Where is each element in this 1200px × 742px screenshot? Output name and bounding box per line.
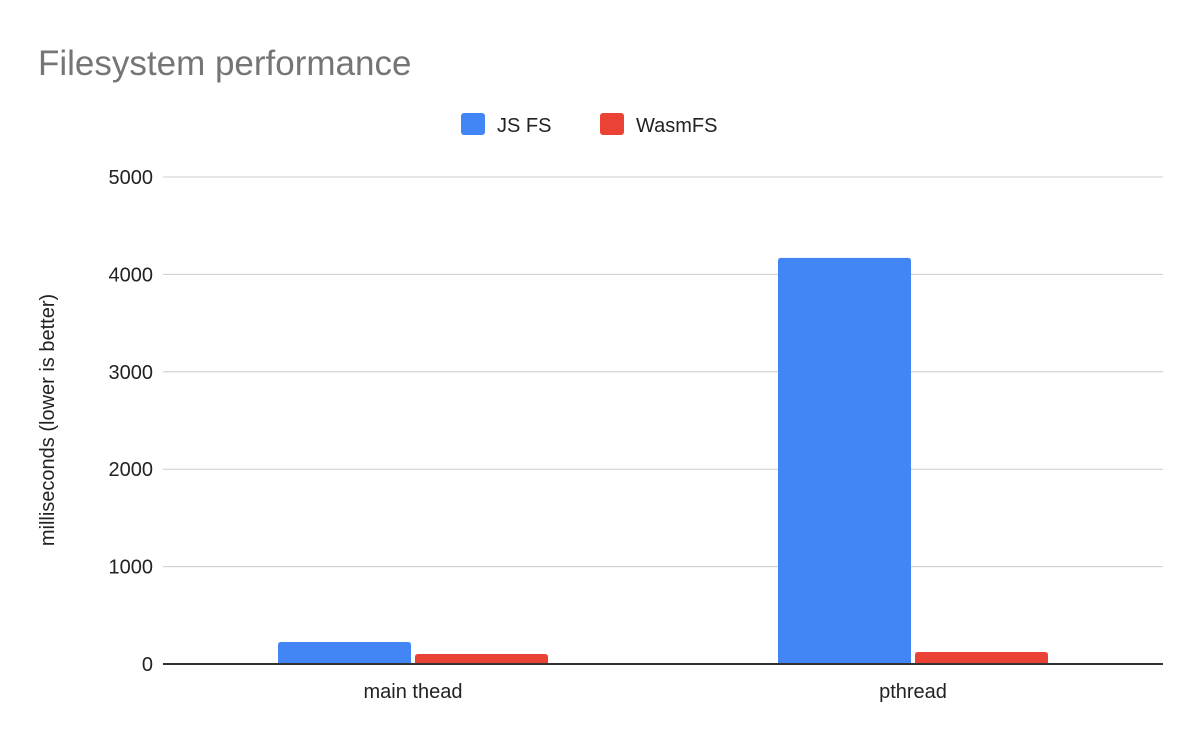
y-tick-label: 0 <box>142 654 153 676</box>
legend-swatch <box>600 113 624 135</box>
bar-wasmfs <box>915 652 1048 664</box>
y-tick-label: 3000 <box>109 362 154 384</box>
legend-label: JS FS <box>497 115 551 137</box>
y-tick-label: 4000 <box>109 264 154 286</box>
y-axis-label: milliseconds (lower is better) <box>37 294 59 546</box>
legend-swatch <box>461 113 485 135</box>
bar-wasmfs <box>415 653 548 664</box>
y-tick-label: 1000 <box>109 557 154 579</box>
x-tick-label: pthread <box>879 681 947 703</box>
y-tick-label: 2000 <box>109 459 154 481</box>
legend-label: WasmFS <box>636 115 717 137</box>
bar-js-fs <box>278 641 411 664</box>
bar-js-fs <box>778 257 911 664</box>
chart-title: Filesystem performance <box>38 44 411 83</box>
y-tick-label: 5000 <box>109 167 154 189</box>
x-tick-label: main thead <box>364 681 463 703</box>
